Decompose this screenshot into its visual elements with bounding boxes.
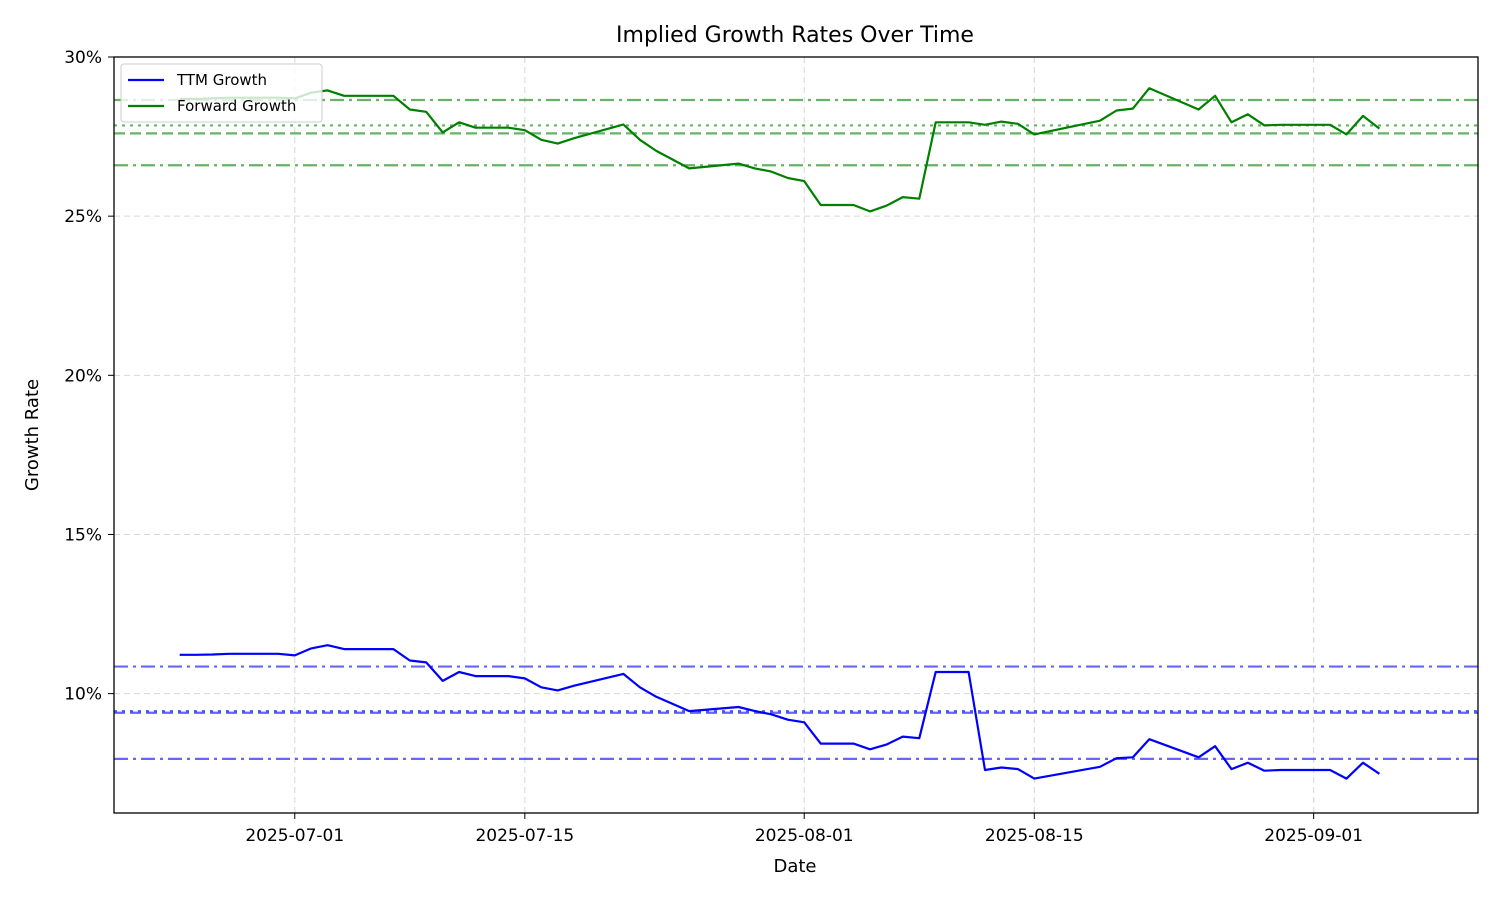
plot-frame (113, 56, 1479, 814)
y-tick-label: 30% (64, 48, 102, 68)
x-axis-label: Date (773, 856, 816, 877)
grid-lines (114, 56, 1478, 813)
legend-label: TTM Growth (176, 71, 267, 89)
y-tick-label: 15% (64, 525, 102, 545)
x-tick-label: 2025-09-01 (1264, 826, 1363, 846)
y-axis-label: Growth Rate (22, 379, 43, 491)
y-tick-label: 10% (64, 685, 102, 705)
x-tick-label: 2025-08-15 (985, 826, 1084, 846)
y-tick-label: 25% (64, 207, 102, 227)
series-lines (179, 87, 1381, 780)
x-tick-label: 2025-08-01 (755, 826, 854, 846)
legend-label: Forward Growth (177, 97, 296, 115)
series-line-forward-growth (179, 87, 1381, 213)
legend: TTM Growth Forward Growth (120, 63, 323, 123)
series-line-ttm-growth (179, 644, 1381, 780)
reference-lines (114, 98, 1478, 760)
chart-title: Implied Growth Rates Over Time (616, 23, 974, 48)
x-tick-label: 2025-07-01 (245, 826, 344, 846)
legend-box (120, 63, 323, 123)
x-tick-label: 2025-07-15 (475, 826, 574, 846)
axis-ticks: 2025-07-01 2025-07-15 2025-08-01 2025-08-15… (64, 48, 1363, 846)
y-tick-label: 20% (64, 366, 102, 386)
